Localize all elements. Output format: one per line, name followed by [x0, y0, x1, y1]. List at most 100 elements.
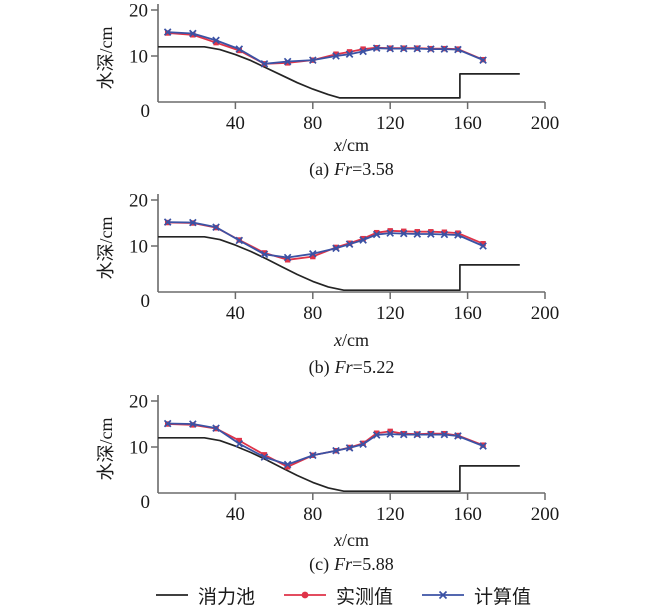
- calculated-marker: [332, 52, 340, 60]
- x-tick-label: 40: [226, 504, 245, 525]
- calculated-marker: [372, 431, 381, 439]
- calculated-marker: [372, 230, 381, 239]
- calculated-marker: [283, 253, 292, 262]
- series-calculated-markers: [163, 28, 487, 68]
- calculated-marker: [413, 230, 422, 238]
- caption-value: =5.88: [352, 554, 394, 574]
- x-axis-label-var: x: [334, 330, 342, 350]
- calculated-marker: [413, 430, 422, 439]
- measured-marker: [261, 452, 268, 458]
- calculated-marker: [283, 57, 292, 66]
- calculated-marker: [189, 218, 197, 227]
- series-calculated-markers: [163, 419, 487, 469]
- calculated-marker: [479, 242, 487, 250]
- legend-label-calculated: 计算值: [474, 586, 532, 608]
- x-tick-label: 40: [226, 303, 245, 324]
- series-basin-line: [158, 235, 520, 292]
- calculated-marker: [454, 231, 462, 239]
- calculated-marker: [440, 430, 449, 439]
- legend-item-calculated: 计算值: [421, 582, 531, 609]
- calculated-marker: [399, 229, 408, 238]
- calculated-marker: [454, 432, 462, 440]
- legend-item-basin: 消力池: [155, 582, 255, 609]
- x-tick-label: 120: [376, 303, 405, 324]
- subplot-b-caption: (b) Fr=5.22: [108, 358, 595, 377]
- y-tick-label: 20: [129, 191, 148, 212]
- measured-marker: [441, 229, 448, 235]
- measured-marker: [261, 250, 268, 256]
- subplot-a: 10 20 0 40 80 120 160 200 水深/cm x/cm (a) Fr=3.58: [0, 0, 650, 190]
- x-tick-label: 80: [303, 303, 322, 324]
- calculated-marker: [479, 56, 487, 64]
- calculated-marker: [386, 430, 395, 438]
- legend-label-measured: 实测值: [335, 586, 393, 608]
- y-axis-label: 水深/cm: [96, 418, 116, 481]
- calculated-marker: [386, 44, 395, 53]
- caption-index: (c): [309, 554, 330, 574]
- calculated-marker: [359, 47, 367, 56]
- measured-marker: [387, 228, 393, 234]
- x-tick-label: 40: [226, 113, 245, 134]
- calculated-marker: [235, 45, 244, 53]
- calculated-marker: [260, 250, 269, 259]
- legend-item-measured: 实测值: [283, 582, 393, 609]
- measured-marker: [373, 430, 380, 436]
- caption-value: =5.22: [352, 357, 395, 377]
- x-axis-label-unit: /cm: [342, 330, 369, 350]
- y-axis-label: 水深/cm: [96, 27, 116, 90]
- origin-tick-label: 0: [141, 291, 151, 312]
- subplot-c: 10 20 0 40 80 120 160 200 水深/cm x/cm (c) Fr=5.88: [0, 391, 650, 580]
- series-calculated-line: [167, 221, 484, 259]
- calculated-marker: [427, 430, 435, 439]
- y-tick-label: 10: [129, 438, 148, 459]
- measured-marker: [428, 229, 434, 235]
- x-tick-label: 80: [303, 113, 322, 134]
- calculated-marker: [386, 229, 395, 237]
- series-calculated-line: [167, 422, 484, 466]
- series-basin-line: [158, 45, 520, 99]
- y-tick-label: 10: [129, 237, 148, 258]
- calculated-marker: [235, 439, 244, 448]
- measured-marker: [284, 464, 291, 470]
- calculated-marker: [308, 451, 317, 460]
- calculated-marker: [427, 45, 435, 53]
- measured-marker: [236, 437, 242, 444]
- calculated-marker: [413, 44, 422, 53]
- y-tick-label: 20: [129, 1, 148, 22]
- x-tick-label: 200: [531, 303, 560, 324]
- measured-marker: [480, 241, 486, 247]
- calculated-marker: [440, 45, 449, 53]
- caption-index: (a): [309, 159, 330, 179]
- legend: 消力池 实测值 计算值: [0, 582, 650, 608]
- measured-marker: [236, 47, 242, 54]
- calculated-marker: [332, 244, 340, 253]
- x-tick-label: 160: [453, 504, 482, 525]
- caption-index: (b): [308, 357, 330, 377]
- calculated-marker: [212, 223, 220, 231]
- calculated-marker: [440, 230, 449, 239]
- measured-marker: [387, 428, 393, 435]
- measured-marker: [213, 39, 219, 46]
- measured-marker: [401, 228, 407, 234]
- measured-marker: [360, 235, 366, 242]
- calculated-marker: [212, 424, 220, 432]
- measured-marker: [333, 51, 339, 57]
- measured-marker: [284, 257, 291, 263]
- x-axis-label-unit: /cm: [342, 530, 369, 550]
- calculated-marker: [332, 446, 340, 455]
- series-basin-line: [158, 436, 520, 493]
- calculated-marker: [163, 419, 172, 428]
- x-axis-label: x/cm: [158, 531, 545, 549]
- measured-marker: [190, 32, 196, 38]
- calculated-marker: [163, 28, 172, 36]
- x-axis-label: x/cm: [158, 331, 545, 349]
- y-axis-label: 水深/cm: [96, 217, 116, 280]
- caption-value: =3.58: [352, 159, 394, 179]
- calculated-marker: [454, 45, 462, 54]
- calculated-marker: [399, 430, 408, 439]
- measured-marker: [414, 229, 420, 235]
- x-axis-label-unit: /cm: [342, 135, 369, 155]
